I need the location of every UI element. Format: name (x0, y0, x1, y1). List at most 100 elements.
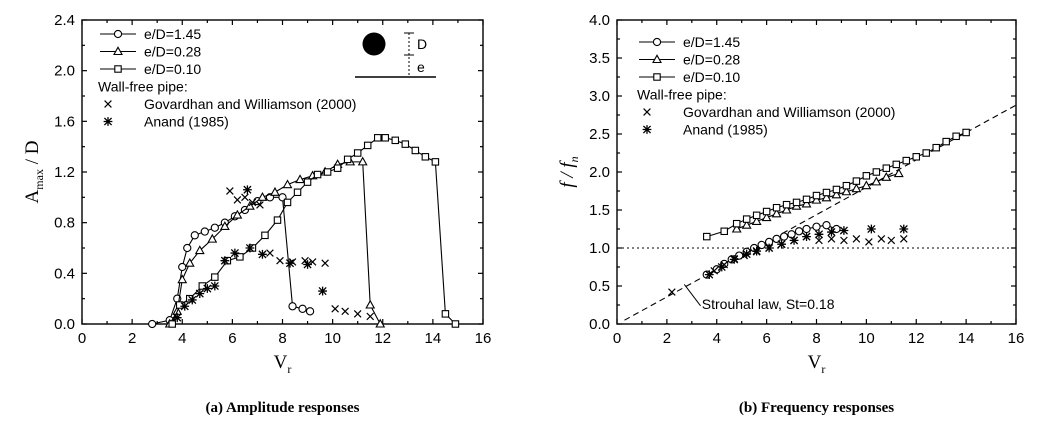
frequency-data-point (877, 235, 886, 243)
amplitude-panel: 0 2 4 6 8 10 12 14 16 0.0 0.4 0.8 1.2 1.6 2.0 2.4 Vr Amax… (22, 12, 491, 416)
frequency-legend-heading: Wall-free pipe: (637, 87, 727, 103)
amplitude-data-point (195, 289, 205, 298)
frequency-y-tick-label: 4.0 (589, 12, 610, 29)
amplitude-data-point (318, 286, 327, 296)
amplitude-x-tick-label: 0 (78, 330, 86, 347)
amplitude-data-point (295, 174, 305, 184)
frequency-x-tick-label: 10 (858, 330, 875, 347)
frequency-y-tick-label: 3.0 (589, 88, 610, 105)
frequency-data-point (735, 251, 744, 260)
amplitude-legend-label: Govardhan and Williamson (2000) (144, 96, 356, 112)
amplitude-data-point (210, 223, 219, 232)
amplitude-data-point (148, 319, 157, 329)
amplitude-y-tick-label: 1.6 (54, 113, 75, 130)
amplitude-y-tick-label: 1.2 (54, 164, 75, 181)
amplitude-data-point (381, 134, 390, 142)
amplitude-data-point (241, 193, 249, 202)
amplitude-legend-marker (113, 46, 123, 56)
amplitude-data-point (357, 156, 368, 166)
frequency-data-point (815, 236, 823, 245)
frequency-data-point (893, 168, 904, 178)
strouhal-label: Strouhal law, St=0.18 (702, 296, 835, 312)
frequency-data-point (821, 192, 832, 202)
frequency-data-point (832, 224, 841, 234)
amplitude-x-tick-label: 6 (228, 330, 236, 347)
amplitude-data-point (168, 320, 176, 328)
amplitude-x-tick-label: 12 (374, 330, 391, 347)
frequency-legend-marker (652, 54, 662, 64)
frequency-data-point (801, 198, 812, 208)
frequency-data-point (852, 235, 861, 243)
amplitude-data-point (194, 245, 205, 255)
amplitude-legend-marker (104, 100, 112, 108)
amplitude-data-point (282, 179, 293, 189)
frequency-data-point (862, 172, 871, 180)
frequency-data-point (761, 212, 772, 222)
frequency-data-point (731, 223, 742, 233)
frequency-legend-label: Govardhan and Williamson (2000) (683, 104, 895, 120)
amplitude-data-point (230, 248, 240, 258)
amplitude-data-point (202, 284, 212, 293)
frequency-data-point (741, 219, 752, 229)
amplitude-data-point (232, 209, 243, 219)
amplitude-data-point (323, 168, 332, 176)
frequency-x-tick-label: 4 (713, 330, 721, 347)
frequency-data-point (779, 232, 789, 241)
amplitude-data-point (391, 136, 400, 145)
frequency-data-point (772, 203, 781, 212)
frequency-legend: e/D=1.45 e/D=0.28e/D=0.10 Govardhan and Wi… (637, 34, 895, 138)
frequency-data-point (742, 215, 751, 223)
frequency-data-point (771, 208, 782, 218)
frequency-legend-marker (653, 73, 661, 81)
frequency-data-point (752, 246, 762, 256)
frequency-y-tick-label: 2.5 (589, 126, 610, 143)
frequency-data-point (922, 149, 930, 157)
frequency-data-point (866, 224, 876, 234)
frequency-series-4 (704, 224, 909, 279)
frequency-data-point (827, 235, 836, 243)
amplitude-data-point (298, 304, 307, 313)
frequency-data-point (842, 181, 851, 190)
amplitude-data-point (219, 221, 230, 231)
frequency-x-tick-label: 6 (762, 330, 770, 347)
amplitude-data-point (180, 301, 190, 311)
amplitude-data-point (258, 249, 267, 259)
frequency-series-3 (668, 232, 908, 296)
amplitude-data-point (172, 313, 182, 323)
amplitude-data-point (248, 198, 257, 207)
frequency-legend-label: e/D=0.28 (683, 52, 740, 68)
frequency-caption: (b) Frequency responses (739, 400, 894, 416)
amplitude-legend-label: e/D=0.28 (144, 44, 201, 60)
frequency-data-point (822, 188, 831, 197)
amplitude-y-tick-label: 0.0 (54, 316, 75, 333)
amplitude-x-tick-label: 16 (475, 330, 492, 347)
amplitude-data-point (257, 192, 268, 201)
amplitude-data-point (245, 243, 255, 253)
frequency-data-point (831, 189, 842, 199)
amplitude-y-tick-label: 0.4 (54, 265, 75, 282)
frequency-data-point (777, 239, 786, 249)
amplitude-x-tick-label: 8 (278, 330, 286, 347)
frequency-data-point (851, 183, 862, 193)
amplitude-data-point (293, 188, 302, 197)
frequency-data-point (839, 226, 849, 235)
strouhal-annotation: Strouhal law, St=0.18 (683, 284, 835, 312)
frequency-data-point (752, 211, 761, 220)
frequency-data-point (902, 156, 911, 165)
frequency-data-point (952, 132, 960, 141)
frequency-data-point (812, 191, 821, 200)
amplitude-data-point (431, 158, 440, 166)
amplitude-data-point (256, 201, 264, 209)
amplitude-legend-heading: Wall-free pipe: (98, 79, 188, 95)
amplitude-y-tick-label: 0.8 (54, 215, 75, 232)
frequency-data-point (865, 238, 873, 246)
frequency-data-point (942, 137, 950, 146)
gap-label: e (417, 59, 425, 75)
frequency-data-point (892, 160, 901, 169)
amplitude-data-point (236, 253, 244, 261)
amplitude-data-point (401, 140, 410, 148)
amplitude-data-point (226, 187, 234, 195)
amplitude-x-tick-label: 10 (324, 330, 341, 347)
amplitude-data-point (375, 318, 386, 328)
frequency-data-point (861, 180, 872, 190)
